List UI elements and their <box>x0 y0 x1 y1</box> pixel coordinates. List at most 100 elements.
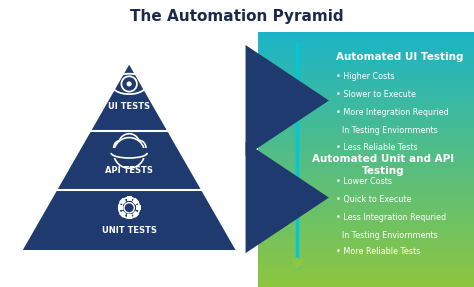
Bar <box>258 279 474 283</box>
Bar <box>258 32 474 36</box>
Bar <box>258 207 474 210</box>
Bar <box>111 148 147 158</box>
Bar <box>136 205 141 210</box>
Bar <box>258 264 474 268</box>
Bar <box>258 245 474 249</box>
Bar <box>258 107 474 110</box>
Text: • Less Reliable Tests: • Less Reliable Tests <box>336 143 418 152</box>
Bar <box>258 43 474 46</box>
Text: UI TESTS: UI TESTS <box>108 102 150 111</box>
Bar <box>258 103 474 106</box>
Bar <box>258 96 474 100</box>
Bar <box>258 139 474 142</box>
Bar <box>258 30 474 34</box>
Circle shape <box>127 82 132 86</box>
Bar <box>258 258 474 261</box>
Bar <box>258 84 474 87</box>
Bar <box>127 214 132 219</box>
Bar <box>258 186 474 189</box>
Bar <box>258 228 474 232</box>
Bar <box>258 205 474 208</box>
Bar <box>258 124 474 127</box>
Circle shape <box>114 137 145 168</box>
Bar <box>258 226 474 230</box>
Bar <box>258 220 474 223</box>
Bar <box>258 262 474 266</box>
Bar <box>258 54 474 57</box>
Bar <box>258 39 474 42</box>
Text: • Quick to Execute: • Quick to Execute <box>336 195 411 204</box>
Bar <box>258 171 474 174</box>
Bar <box>258 90 474 93</box>
Text: Automated UI Testing: Automated UI Testing <box>336 52 464 62</box>
Bar <box>258 92 474 95</box>
Bar <box>132 211 139 218</box>
Bar <box>258 69 474 72</box>
Bar <box>258 64 474 68</box>
Bar <box>258 137 474 140</box>
Bar <box>258 177 474 181</box>
Bar <box>258 158 474 161</box>
Bar <box>258 77 474 81</box>
Bar <box>258 109 474 113</box>
Text: • Lower Costs: • Lower Costs <box>336 177 392 186</box>
Bar <box>258 243 474 247</box>
Bar <box>258 73 474 76</box>
Bar <box>258 122 474 125</box>
Bar <box>258 239 474 242</box>
Bar <box>258 232 474 236</box>
Polygon shape <box>21 62 237 251</box>
Bar <box>258 179 474 183</box>
Bar <box>258 62 474 66</box>
Bar <box>258 118 474 121</box>
Bar <box>258 45 474 49</box>
Text: • Slower to Execute: • Slower to Execute <box>336 90 416 99</box>
Bar <box>258 71 474 74</box>
Text: The Automation Pyramid: The Automation Pyramid <box>130 9 344 24</box>
Text: API TESTS: API TESTS <box>105 166 153 175</box>
Bar <box>258 173 474 176</box>
Bar <box>119 211 127 218</box>
Bar <box>258 222 474 225</box>
Bar <box>258 47 474 51</box>
Text: • Higher Costs: • Higher Costs <box>336 72 394 82</box>
Bar <box>258 203 474 206</box>
Text: In Testing Enviornments: In Testing Enviornments <box>342 231 438 240</box>
Bar <box>258 218 474 221</box>
Bar <box>258 277 474 281</box>
Bar <box>258 105 474 108</box>
Bar <box>258 34 474 38</box>
Bar <box>132 198 139 205</box>
Bar <box>258 60 474 63</box>
Bar <box>258 75 474 78</box>
Bar <box>258 230 474 234</box>
Bar <box>258 213 474 217</box>
Bar <box>258 56 474 59</box>
Bar <box>258 275 474 278</box>
Text: • More Integration Requried: • More Integration Requried <box>336 108 449 117</box>
Bar <box>258 67 474 70</box>
Bar <box>258 188 474 191</box>
Bar <box>258 156 474 159</box>
Bar <box>258 254 474 257</box>
Bar <box>258 211 474 215</box>
Bar <box>258 145 474 149</box>
Bar <box>258 133 474 136</box>
Text: Increased Automated Tests: Increased Automated Tests <box>65 272 193 281</box>
Bar <box>258 284 474 287</box>
Bar <box>258 201 474 204</box>
Bar <box>258 252 474 255</box>
Text: Automated Unit and API
Testing: Automated Unit and API Testing <box>312 154 455 176</box>
Circle shape <box>119 134 139 154</box>
Bar <box>258 237 474 240</box>
Bar <box>258 141 474 144</box>
Bar <box>119 198 127 205</box>
Bar <box>258 198 474 202</box>
Bar <box>258 152 474 155</box>
Text: • Less Integration Requried: • Less Integration Requried <box>336 213 446 222</box>
Bar <box>258 162 474 166</box>
Bar <box>258 175 474 179</box>
Bar <box>258 194 474 198</box>
Bar <box>258 282 474 285</box>
Bar <box>258 209 474 212</box>
